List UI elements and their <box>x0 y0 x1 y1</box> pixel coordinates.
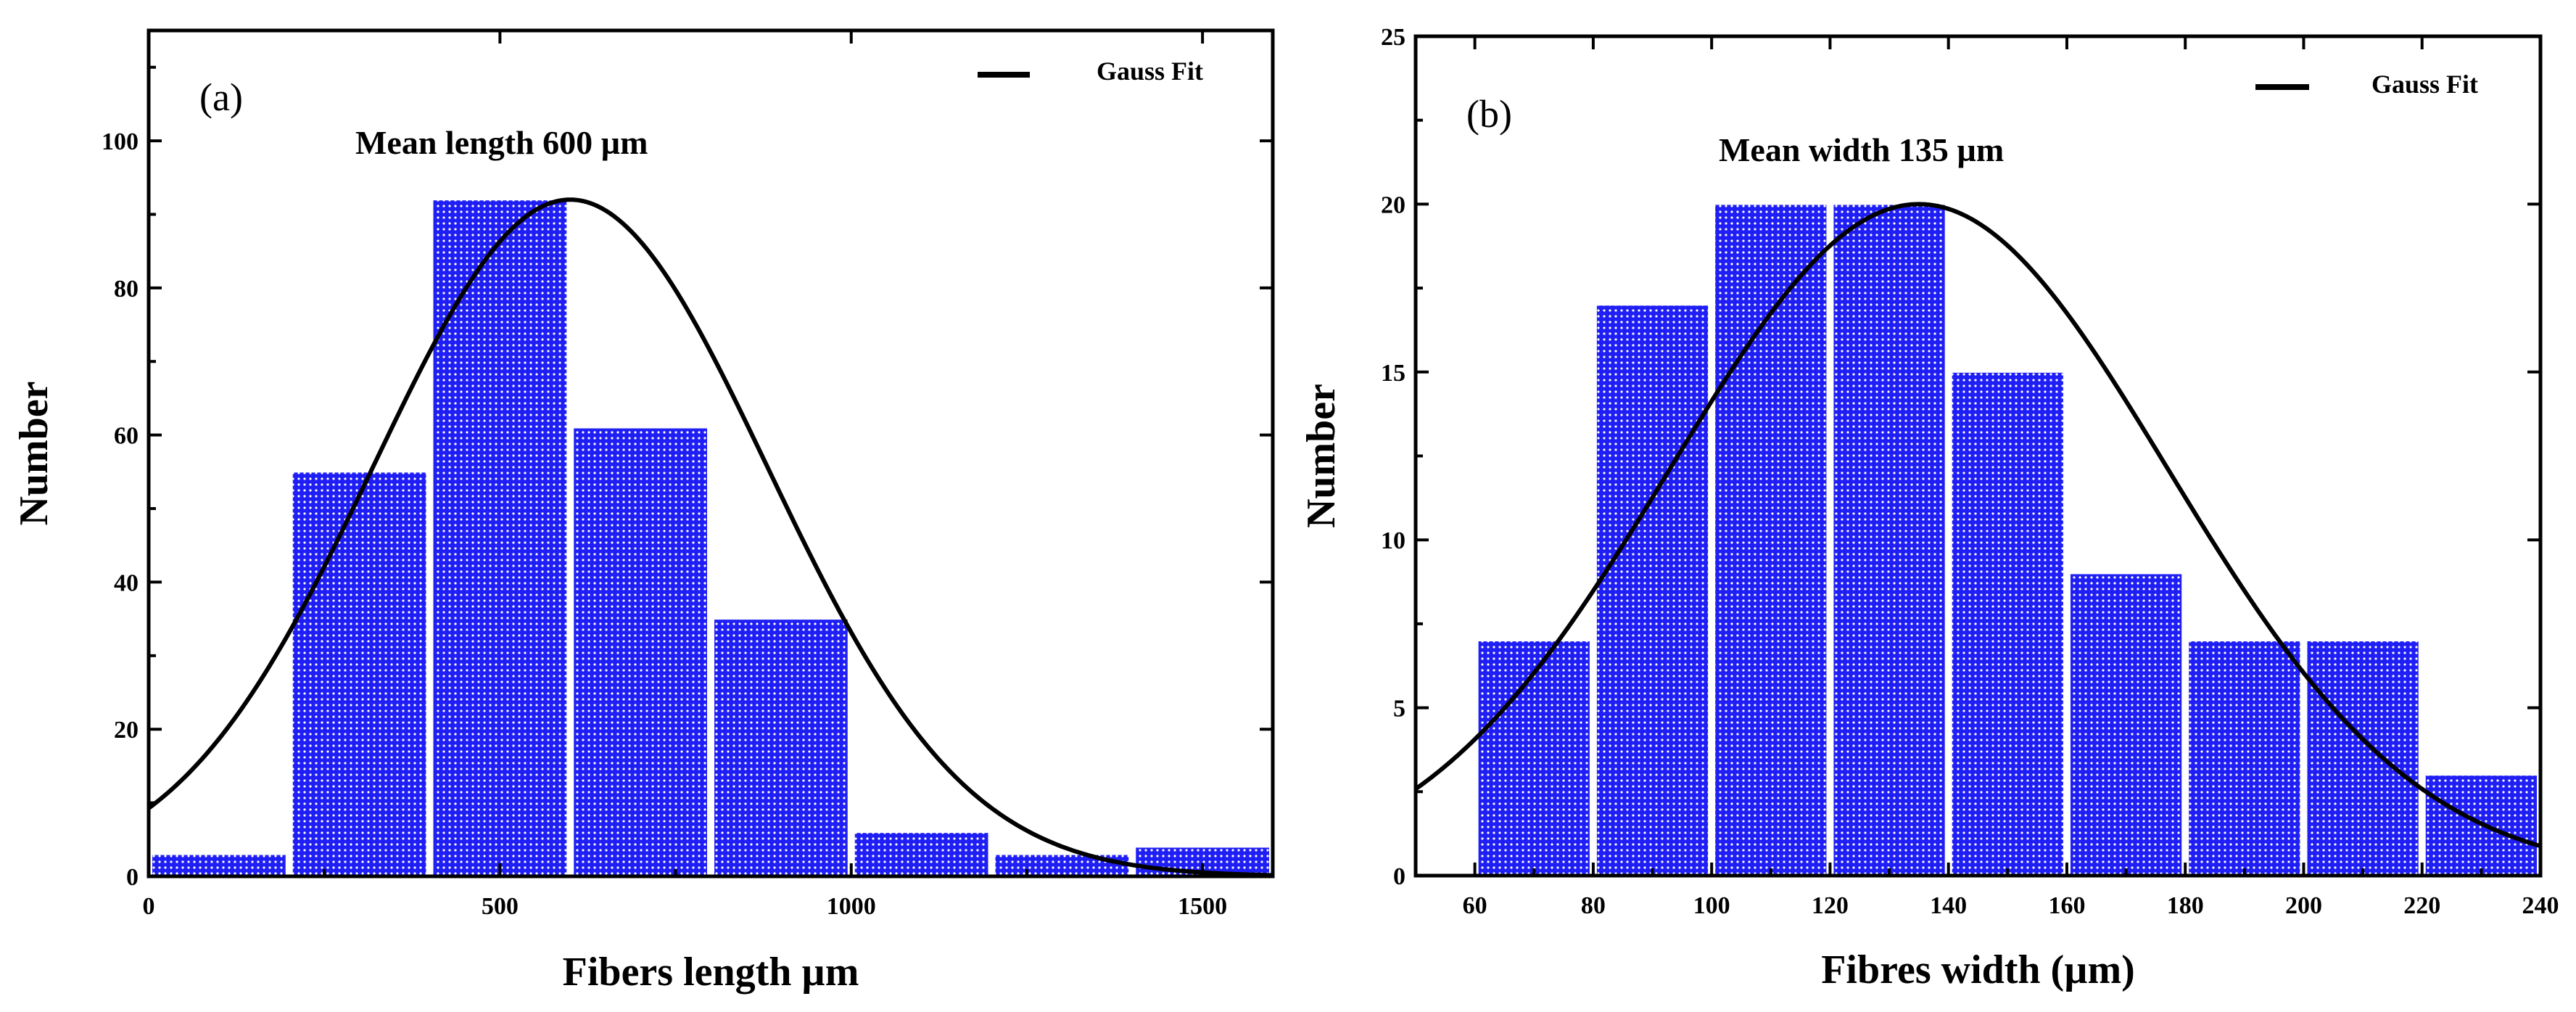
x-axis-label: Fibers length µm <box>563 950 859 995</box>
legend-label: Gauss Fit <box>1097 57 1203 86</box>
x-tick-label: 60 <box>1463 892 1487 919</box>
histogram-bar <box>2187 640 2302 876</box>
x-tick-label: 100 <box>1693 892 1730 919</box>
histogram-bar <box>1950 371 2065 876</box>
panel-label: (b) <box>1466 92 1512 136</box>
y-tick-label: 20 <box>1381 192 1405 218</box>
y-tick-label: 10 <box>1381 527 1405 554</box>
histogram-bar <box>713 618 849 877</box>
y-tick-label: 60 <box>114 423 139 450</box>
panel-label: (a) <box>199 75 243 119</box>
x-tick-label: 500 <box>482 893 519 920</box>
y-tick-label: 100 <box>102 128 139 155</box>
histogram-bar <box>2305 640 2420 876</box>
mean-annotation: Mean width 135 µm <box>1719 131 2004 168</box>
x-tick-label: 140 <box>1930 892 1967 919</box>
histogram-bar <box>2068 572 2184 876</box>
y-tick-label: 5 <box>1393 696 1405 723</box>
y-tick-label: 80 <box>114 276 139 303</box>
chart-panel-b: 60 80 100 120 140 160 180 200 220 240 0 5 10 15 20 25 Fi… <box>1299 24 2559 992</box>
histogram-bar <box>151 853 287 878</box>
plot-frame <box>146 28 1275 879</box>
x-tick-label: 180 <box>2167 892 2204 919</box>
y-tick-label: 15 <box>1381 360 1405 387</box>
x-tick-label: 220 <box>2403 892 2440 919</box>
y-axis-label: Number <box>1299 384 1344 528</box>
chart-panel-a: 0 500 1000 1500 0 20 40 60 80 100 Fibers length µm… <box>12 28 1275 995</box>
y-tick-label: 40 <box>114 569 139 596</box>
histogram-bar <box>572 427 709 877</box>
x-tick-label: 80 <box>1581 892 1606 919</box>
x-tick-label: 1500 <box>1178 893 1227 920</box>
histogram-bar <box>1714 203 1828 876</box>
x-tick-label: 160 <box>2048 892 2085 919</box>
x-tick-label: 120 <box>1812 892 1849 919</box>
histogram-bar <box>432 199 569 877</box>
x-tick-label: 0 <box>143 893 155 920</box>
histogram-bar <box>853 831 990 877</box>
y-tick-label: 0 <box>126 864 139 891</box>
gauss-fit-curve <box>147 197 1273 878</box>
x-tick-label: 1000 <box>827 893 876 920</box>
histogram-bar <box>994 853 1131 878</box>
x-tick-label: 200 <box>2285 892 2322 919</box>
histogram-bar <box>1832 203 1947 876</box>
histogram-bar <box>1477 640 1591 876</box>
y-tick-label: 25 <box>1381 24 1405 51</box>
histogram-bar <box>291 471 428 877</box>
y-tick-label: 20 <box>114 717 139 744</box>
x-axis-label: Fibres width (µm) <box>1821 947 2135 992</box>
legend-label: Gauss Fit <box>2371 70 2478 99</box>
y-tick-label: 0 <box>1393 863 1405 890</box>
x-tick-label: 240 <box>2522 892 2559 919</box>
gauss-fit-curve <box>1414 202 2541 849</box>
mean-annotation: Mean length 600 µm <box>355 124 648 161</box>
y-axis-label: Number <box>12 381 57 525</box>
histogram-bar <box>1595 304 1710 876</box>
